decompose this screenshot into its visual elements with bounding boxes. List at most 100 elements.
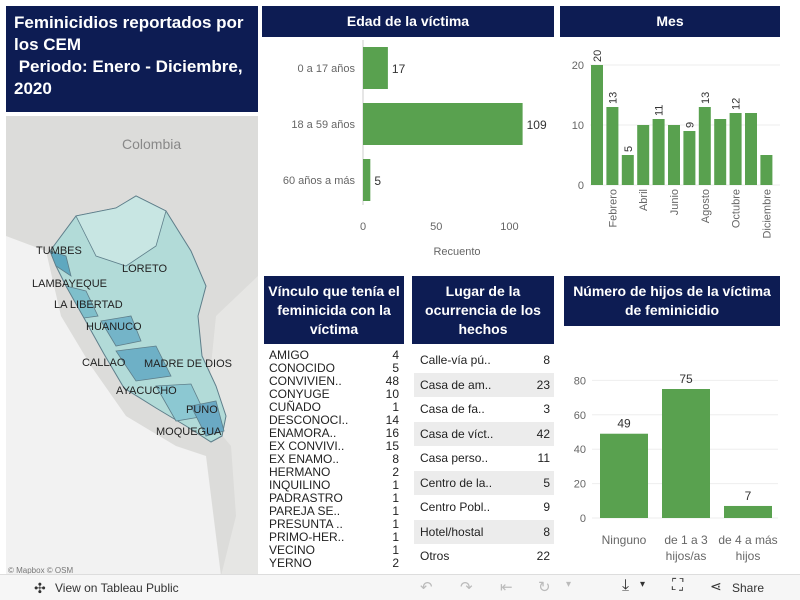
table-row[interactable]: PRESUNTA .. 1: [266, 518, 402, 531]
vinculo-table: AMIGO 4 CONOCIDO 5 CONVIVIEN.. 48 CONYUGE 10 CUÑ…: [266, 349, 402, 570]
region-shape: [100, 315, 142, 347]
age-chart-title: Edad de la víctima: [262, 6, 554, 37]
region-label: MOQUEGUA: [156, 426, 222, 438]
row-label: ENAMORA..: [269, 426, 337, 440]
footer-toolbar: ✣ View on Tableau Public ↶ ↷ ⇤ ↻ ▾ ⤓ ▾ ⛶…: [0, 574, 800, 600]
month-value-label: 13: [700, 92, 712, 104]
age-value-label: 109: [527, 118, 547, 132]
main-title: Feminicidios reportados por los CEM Peri…: [6, 6, 258, 112]
hijos-chart-title: Número de hijos de la víctima de feminic…: [564, 276, 780, 326]
hijos-value-label: 49: [617, 417, 631, 431]
table-row[interactable]: Calle-vía pú.. 8: [414, 348, 554, 373]
month-x-tick: Diciembre: [761, 189, 773, 239]
table-row[interactable]: Casa de am.. 23: [414, 372, 554, 397]
row-value: 2: [392, 465, 399, 479]
row-value: 5: [392, 361, 399, 375]
undo-icon[interactable]: ↶: [420, 579, 433, 596]
month-x-tick: Agosto: [700, 189, 712, 223]
table-row[interactable]: CONYUGE 10: [266, 388, 402, 401]
table-row[interactable]: EX ENAMO.. 8: [266, 453, 402, 466]
month-y-tick: 20: [572, 60, 584, 72]
row-value: 1: [392, 543, 399, 557]
table-row[interactable]: Casa perso.. 11: [414, 446, 554, 471]
refresh-icon[interactable]: ↻: [538, 579, 551, 596]
month-bar: [714, 119, 727, 185]
table-row[interactable]: PRIMO-HER.. 1: [266, 531, 402, 544]
table-row[interactable]: Casa de víct.. 42: [414, 421, 554, 446]
row-value: 1: [392, 504, 399, 518]
table-row[interactable]: YERNO 2: [266, 557, 402, 570]
download-dropdown-icon[interactable]: ▾: [640, 579, 646, 590]
lugar-table: Calle-vía pú.. 8 Casa de am.. 23 Casa de fa.…: [414, 348, 554, 569]
title-line: 2020: [14, 79, 52, 98]
country-label: Colombia: [122, 136, 182, 152]
month-value-label: 20: [592, 50, 604, 62]
row-label: CONVIVIEN..: [269, 374, 342, 388]
redo-icon[interactable]: ↷: [460, 579, 473, 596]
row-value: 48: [385, 374, 399, 388]
row-value: 1: [392, 530, 399, 544]
table-row[interactable]: CONOCIDO 5: [266, 362, 402, 375]
row-label: Centro Pobl..: [420, 500, 491, 514]
age-bar: [363, 47, 388, 89]
row-value: 10: [385, 387, 399, 401]
age-chart: Recuento 0 50 100 0 a 17 años 17 18 a 59 años…: [283, 40, 547, 258]
table-row[interactable]: DESCONOCI.. 14: [266, 414, 402, 427]
region-label: LORETO: [122, 263, 168, 275]
hijos-x-label: de 4 a más: [718, 533, 777, 547]
row-label: Casa perso..: [420, 451, 489, 465]
row-value: 16: [385, 426, 399, 440]
table-row[interactable]: INQUILINO 1: [266, 479, 402, 492]
table-row[interactable]: CONVIVIEN.. 48: [266, 375, 402, 388]
region-label: PUNO: [186, 404, 218, 416]
hijos-x-label: hijos/as: [666, 549, 707, 563]
table-row[interactable]: PADRASTRO 1: [266, 492, 402, 505]
month-bar: [621, 155, 634, 185]
hijos-value-label: 75: [679, 372, 693, 386]
fullscreen-icon[interactable]: ⛶: [672, 577, 684, 594]
row-value: 22: [536, 549, 550, 563]
row-value: 2: [392, 556, 399, 570]
table-row[interactable]: PAREJA SE.. 1: [266, 505, 402, 518]
region-shape: [49, 250, 72, 277]
age-category-label: 60 años a más: [283, 175, 356, 187]
age-x-tick: 100: [500, 221, 518, 233]
age-x-tick: 50: [430, 221, 442, 233]
tableau-icon: ✣: [34, 580, 46, 596]
row-label: DESCONOCI..: [269, 413, 349, 427]
age-category-label: 18 a 59 años: [291, 119, 355, 131]
view-on-tableau-link[interactable]: View on Tableau Public: [55, 581, 179, 595]
table-row[interactable]: Otros 22: [414, 544, 554, 569]
month-y-tick: 0: [578, 180, 584, 192]
hijos-x-label: Ninguno: [602, 533, 647, 547]
hijos-y-tick: 40: [574, 444, 586, 456]
table-row[interactable]: Centro Pobl.. 9: [414, 495, 554, 520]
revert-icon[interactable]: ⇤: [500, 579, 513, 596]
table-row[interactable]: CUÑADO 1: [266, 401, 402, 414]
row-label: PAREJA SE..: [269, 504, 341, 518]
table-row[interactable]: HERMANO 2: [266, 466, 402, 479]
title-line: los CEM: [14, 35, 82, 54]
vinculo-title: Vínculo que tenía el feminicida con la v…: [264, 276, 404, 344]
row-value: 1: [392, 491, 399, 505]
month-bar: [745, 113, 757, 185]
row-value: 8: [543, 353, 550, 367]
table-row[interactable]: Centro de la.. 5: [414, 470, 554, 495]
share-icon[interactable]: ⋖: [710, 578, 722, 594]
month-x-tick: Abril: [638, 189, 650, 211]
dropdown-icon[interactable]: ▾: [566, 579, 572, 590]
table-row[interactable]: EX CONVIVI.. 15: [266, 440, 402, 453]
map-shapes: [6, 116, 258, 576]
coast-water: [6, 236, 221, 576]
title-line: Periodo: Enero - Diciembre,: [14, 57, 243, 76]
table-row[interactable]: Hotel/hostal 8: [414, 519, 554, 544]
table-row[interactable]: Casa de fa.. 3: [414, 397, 554, 422]
peru-map[interactable]: Colombia TUMBES LORETO LAMBAYEQUE LA LIB…: [6, 116, 258, 576]
row-value: 1: [392, 478, 399, 492]
hijos-bar: [662, 389, 710, 518]
share-button[interactable]: Share: [732, 581, 765, 595]
download-icon[interactable]: ⤓: [622, 577, 630, 594]
table-row[interactable]: ENAMORA.. 16: [266, 427, 402, 440]
table-row[interactable]: VECINO 1: [266, 544, 402, 557]
table-row[interactable]: AMIGO 4: [266, 349, 402, 362]
